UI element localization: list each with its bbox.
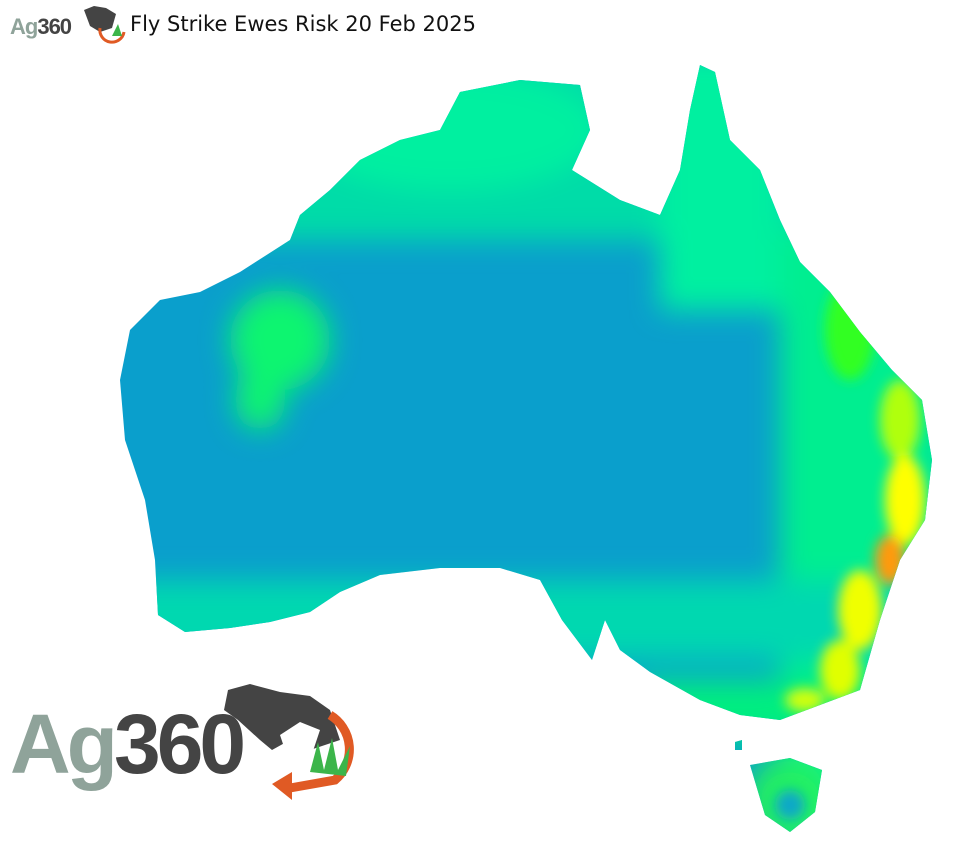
cow-sheep-icon	[224, 684, 354, 800]
logo-360-large: 360	[113, 697, 246, 791]
logo-360: 360	[37, 14, 72, 39]
page-title: Fly Strike Ewes Risk 20 Feb 2025	[130, 12, 476, 36]
logo-ag-large: Ag	[10, 697, 118, 791]
header: Ag360 Fly Strike Ewes Risk 20 Feb 2025	[8, 2, 476, 46]
cow-icon	[84, 6, 126, 44]
ag360-logo-large: Ag360	[10, 680, 370, 810]
ag360-logo-small: Ag360	[8, 2, 128, 46]
logo-ag: Ag	[10, 14, 38, 39]
